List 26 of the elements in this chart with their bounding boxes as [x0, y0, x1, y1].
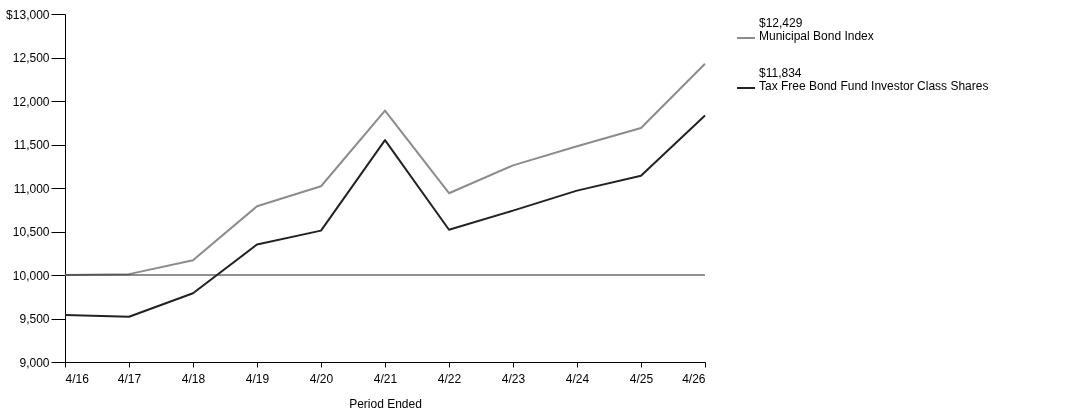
- y-tick-label: 11,000: [13, 181, 50, 196]
- legend-label: Tax Free Bond Fund Investor Class Shares: [759, 79, 989, 93]
- line-series: [64, 114, 706, 318]
- x-tick-label: 4/19: [245, 371, 270, 386]
- x-tick-label: 4/20: [309, 371, 334, 386]
- x-axis-title: Period Ended: [349, 396, 422, 411]
- x-tick-label: 4/16: [65, 371, 90, 386]
- text: $11,834: [759, 66, 802, 80]
- y-tick-label: 12,000: [12, 94, 50, 109]
- text: $12,429: [759, 16, 803, 30]
- x-tick-label: 4/23: [501, 371, 526, 386]
- legend-label: Municipal Bond Index: [759, 29, 874, 43]
- x-tick-label: 4/21: [373, 371, 398, 386]
- x-tick-label: 4/25: [629, 371, 654, 386]
- x-tick-label: 4/26: [682, 371, 706, 386]
- y-tick-label: 12,500: [12, 51, 50, 65]
- x-tick-label: 4/24: [565, 371, 590, 386]
- x-tick-label: 4/17: [117, 371, 142, 386]
- y-tick-label: 10,000: [12, 268, 50, 283]
- x-tick-label: 4/22: [437, 371, 462, 386]
- y-tick-label: $13,000: [6, 7, 50, 22]
- x-tick-label: 4/18: [181, 371, 206, 386]
- y-tick-label: 9,500: [19, 312, 50, 326]
- y-tick-label: 11,500: [13, 138, 50, 152]
- y-tick-label: 10,500: [12, 225, 50, 239]
- y-tick-label: 9,000: [19, 355, 50, 370]
